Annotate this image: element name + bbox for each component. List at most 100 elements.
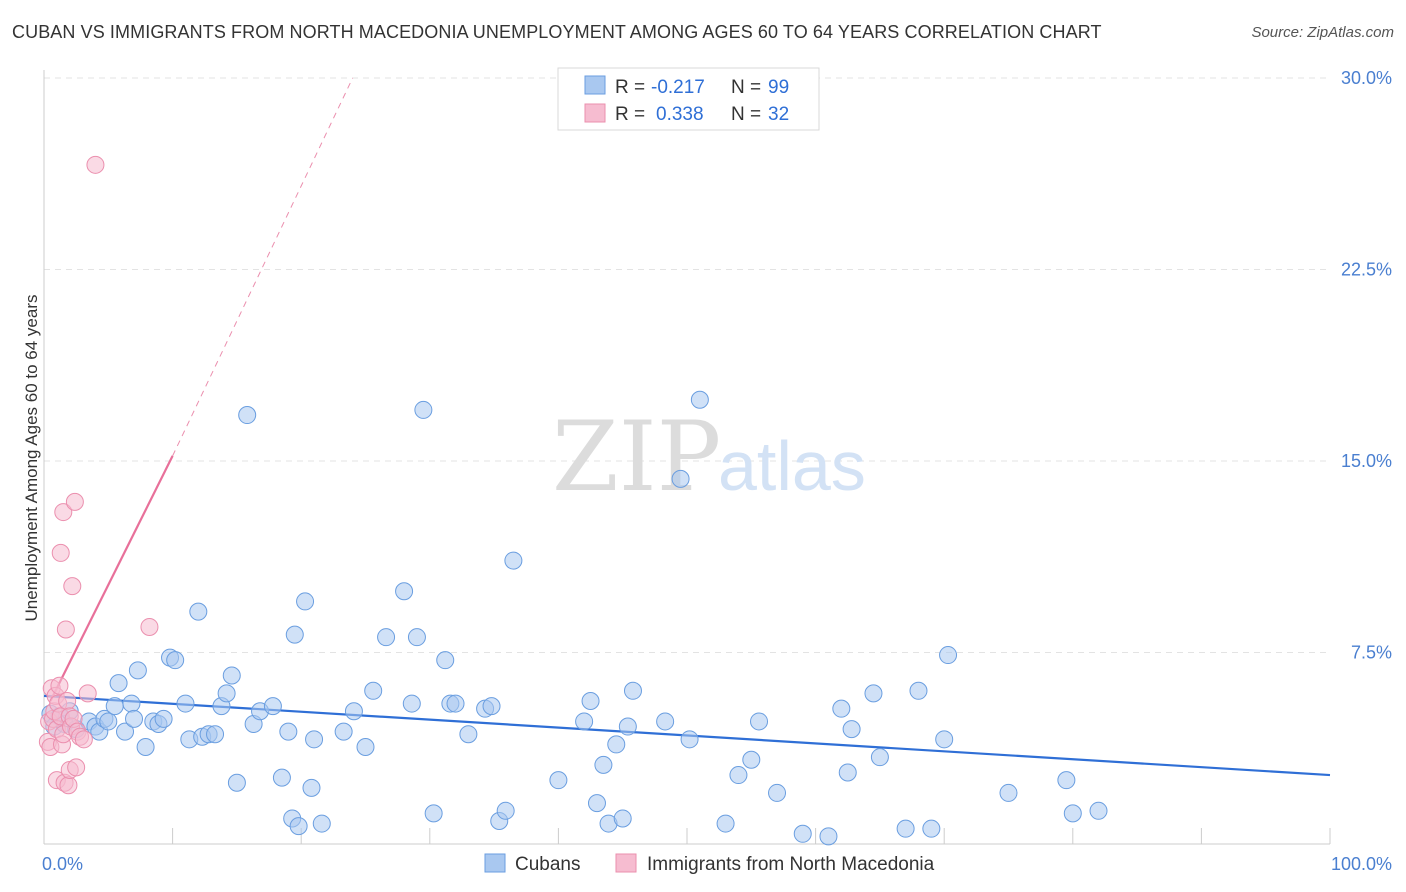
point-cubans-63: [496, 801, 515, 820]
point-cubans-72: [613, 809, 632, 828]
point-north-macedonia-12: [51, 543, 70, 562]
point-cubans-78: [690, 390, 709, 409]
point-cubans-23: [176, 694, 195, 713]
legend-r-label-cubans: R =: [615, 77, 645, 98]
point-cubans-31: [222, 666, 241, 685]
y-tick-label-1: 15.0%: [1341, 451, 1392, 471]
point-cubans-42: [296, 592, 315, 611]
point-cubans-86: [832, 699, 851, 718]
point-cubans-73: [618, 717, 637, 736]
point-cubans-45: [312, 814, 331, 833]
point-north-macedonia-32: [140, 617, 159, 636]
point-cubans-25: [189, 602, 208, 621]
bottom-legend-label-cubans: Cubans: [515, 854, 581, 875]
y-tick-label-3: 30.0%: [1341, 68, 1392, 88]
point-cubans-99: [1089, 801, 1108, 820]
point-cubans-46: [334, 722, 353, 741]
point-cubans-30: [217, 684, 236, 703]
point-cubans-59: [459, 725, 478, 744]
point-cubans-53: [407, 628, 426, 647]
point-cubans-92: [909, 681, 928, 700]
point-cubans-68: [587, 794, 606, 813]
legend-swatch-north-macedonia: [584, 103, 606, 123]
point-cubans-85: [819, 827, 838, 846]
point-north-macedonia-19: [59, 776, 78, 795]
point-cubans-43: [302, 778, 321, 797]
gridlines: [44, 77, 1330, 653]
watermark-atlas: atlas: [718, 427, 866, 505]
series-cubans: [41, 390, 1108, 846]
bottom-legend: Cubans Immigrants from North Macedonia: [484, 853, 935, 875]
point-cubans-89: [864, 684, 883, 703]
point-cubans-83: [768, 783, 787, 802]
point-cubans-52: [402, 694, 421, 713]
legend-n-label-north-macedonia: N =: [731, 104, 761, 125]
point-cubans-80: [729, 766, 748, 785]
point-north-macedonia-10: [50, 676, 69, 695]
point-cubans-36: [263, 697, 282, 716]
point-north-macedonia-18: [58, 692, 77, 711]
point-north-macedonia-29: [74, 730, 93, 749]
point-cubans-66: [575, 712, 594, 731]
legend-n-value-north-macedonia: 32: [768, 104, 789, 125]
point-cubans-97: [1057, 771, 1076, 790]
legend-n-value-cubans: 99: [768, 77, 789, 98]
point-cubans-37: [272, 768, 291, 787]
bottom-legend-swatch-north-macedonia: [615, 853, 637, 873]
point-cubans-65: [549, 771, 568, 790]
watermark-zip: ZIP: [552, 401, 721, 513]
point-cubans-51: [395, 582, 414, 601]
legend-r-value-north-macedonia: 0.338: [656, 104, 704, 125]
point-cubans-61: [482, 697, 501, 716]
bottom-legend-label-north-macedonia: Immigrants from North Macedonia: [647, 854, 935, 875]
point-cubans-77: [680, 730, 699, 749]
trend-line-north-macedonia-extension: [172, 77, 354, 457]
point-cubans-69: [594, 755, 613, 774]
point-cubans-28: [206, 725, 225, 744]
point-cubans-56: [436, 651, 455, 670]
point-cubans-12: [109, 674, 128, 693]
point-cubans-87: [838, 763, 857, 782]
point-cubans-90: [870, 748, 889, 767]
legend-box: R = -0.217 N = 99 R = 0.338 N = 32: [557, 67, 820, 131]
point-north-macedonia-26: [67, 758, 86, 777]
point-cubans-55: [424, 804, 443, 823]
point-cubans-84: [793, 824, 812, 843]
point-north-macedonia-17: [56, 620, 75, 639]
point-cubans-15: [125, 709, 144, 728]
point-cubans-14: [122, 694, 141, 713]
point-cubans-16: [128, 661, 147, 680]
point-cubans-76: [671, 469, 690, 488]
point-cubans-54: [414, 400, 433, 419]
point-cubans-98: [1063, 804, 1082, 823]
y-tick-label-2: 22.5%: [1341, 260, 1392, 280]
point-cubans-47: [344, 702, 363, 721]
point-cubans-82: [750, 712, 769, 731]
point-cubans-71: [607, 735, 626, 754]
point-cubans-88: [842, 720, 861, 739]
point-cubans-48: [356, 737, 375, 756]
point-cubans-49: [364, 681, 383, 700]
x-tick-label-min: 0.0%: [42, 854, 83, 874]
trend-line-north-macedonia: [49, 455, 174, 702]
point-cubans-50: [377, 628, 396, 647]
point-cubans-10: [99, 712, 118, 731]
point-cubans-81: [742, 750, 761, 769]
point-north-macedonia-23: [63, 577, 82, 596]
point-cubans-13: [116, 722, 135, 741]
point-north-macedonia-30: [78, 684, 97, 703]
point-cubans-96: [999, 783, 1018, 802]
legend-n-label-cubans: N =: [731, 77, 761, 98]
y-tick-label-0: 7.5%: [1351, 643, 1392, 663]
legend-swatch-cubans: [584, 75, 606, 95]
y-axis-label: Unemployment Among Ages 60 to 64 years: [22, 295, 41, 622]
point-north-macedonia-25: [65, 492, 84, 511]
point-cubans-22: [166, 651, 185, 670]
x-tick-label-max: 100.0%: [1331, 854, 1392, 874]
point-cubans-95: [939, 646, 958, 665]
point-cubans-32: [227, 773, 246, 792]
point-cubans-91: [896, 819, 915, 838]
point-cubans-39: [285, 625, 304, 644]
bottom-legend-swatch-cubans: [484, 853, 506, 873]
